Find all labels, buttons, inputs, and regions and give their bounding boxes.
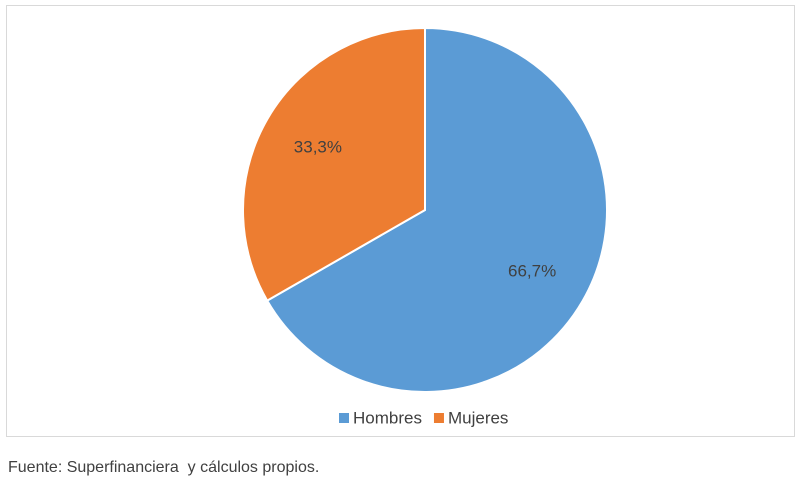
legend-swatch bbox=[433, 413, 444, 423]
legend-swatch bbox=[339, 413, 349, 423]
legend-label: Hombres bbox=[353, 408, 422, 427]
data-label: 33,3% bbox=[294, 137, 342, 156]
pie-slice bbox=[242, 26, 426, 303]
legend-label: Mujeres bbox=[448, 408, 508, 427]
data-label: 66,7% bbox=[508, 261, 556, 280]
pie-slice bbox=[265, 26, 608, 393]
source-note: Fuente: Superfinanciera y cálculos propi… bbox=[8, 459, 319, 476]
